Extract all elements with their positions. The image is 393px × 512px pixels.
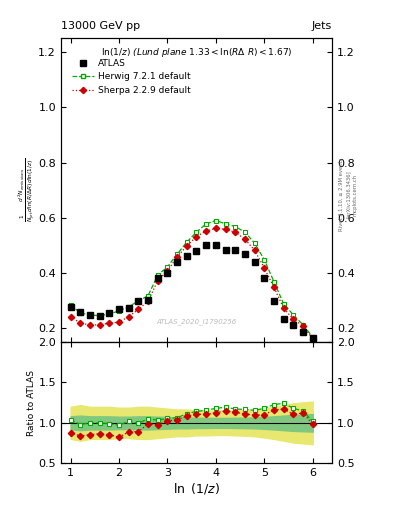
Legend: ATLAS, Herwig 7.2.1 default, Sherpa 2.2.9 default: ATLAS, Herwig 7.2.1 default, Sherpa 2.2.… [68,55,194,98]
Text: 13000 GeV pp: 13000 GeV pp [61,20,140,31]
Text: Rivet 3.1.10, ≥ 2.9M events: Rivet 3.1.10, ≥ 2.9M events [339,158,344,231]
Text: mcplots.cern.ch: mcplots.cern.ch [352,174,357,216]
Text: $\ln(1/z)$ (Lund plane $1.33<\ln(R\Delta\ R)<1.67)$: $\ln(1/z)$ (Lund plane $1.33<\ln(R\Delta… [101,46,292,59]
Y-axis label: $\frac{1}{N_{jet}}\frac{d^2 N_{emissions}}{d\ln(R/\Delta R)\,d\ln(1/z)}$: $\frac{1}{N_{jet}}\frac{d^2 N_{emissions… [17,158,37,222]
X-axis label: $\ln\ (1/z)$: $\ln\ (1/z)$ [173,481,220,496]
Text: [arXiv:1306.3436]: [arXiv:1306.3436] [346,170,351,219]
Text: Jets: Jets [312,20,332,31]
Text: ATLAS_2020_I1790256: ATLAS_2020_I1790256 [156,318,237,325]
Y-axis label: Ratio to ATLAS: Ratio to ATLAS [26,370,35,436]
